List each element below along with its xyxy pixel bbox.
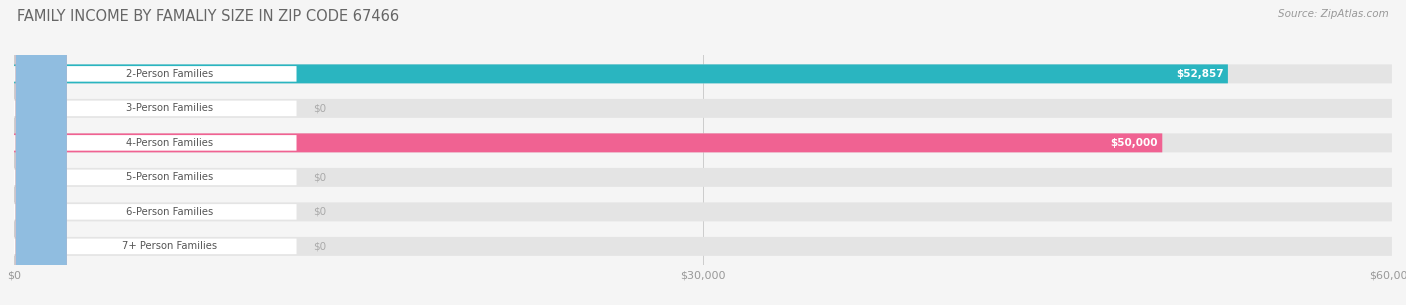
Circle shape	[17, 0, 66, 305]
FancyBboxPatch shape	[14, 133, 1163, 152]
Text: 4-Person Families: 4-Person Families	[127, 138, 212, 148]
Circle shape	[17, 0, 66, 305]
Text: 7+ Person Families: 7+ Person Families	[122, 241, 217, 251]
FancyBboxPatch shape	[14, 239, 297, 254]
FancyBboxPatch shape	[14, 101, 297, 116]
Circle shape	[17, 0, 66, 305]
FancyBboxPatch shape	[14, 204, 297, 220]
Text: $0: $0	[314, 207, 326, 217]
Text: $50,000: $50,000	[1111, 138, 1159, 148]
Text: $0: $0	[314, 103, 326, 113]
FancyBboxPatch shape	[14, 66, 297, 82]
FancyBboxPatch shape	[14, 64, 1227, 83]
FancyBboxPatch shape	[14, 99, 1392, 118]
Text: $0: $0	[314, 172, 326, 182]
FancyBboxPatch shape	[14, 203, 1392, 221]
Text: 2-Person Families: 2-Person Families	[125, 69, 214, 79]
FancyBboxPatch shape	[14, 237, 1392, 256]
Text: 3-Person Families: 3-Person Families	[127, 103, 212, 113]
FancyBboxPatch shape	[14, 168, 1392, 187]
FancyBboxPatch shape	[14, 133, 1392, 152]
Text: Source: ZipAtlas.com: Source: ZipAtlas.com	[1278, 9, 1389, 19]
Text: 6-Person Families: 6-Person Families	[125, 207, 214, 217]
FancyBboxPatch shape	[14, 170, 297, 185]
Text: FAMILY INCOME BY FAMALIY SIZE IN ZIP CODE 67466: FAMILY INCOME BY FAMALIY SIZE IN ZIP COD…	[17, 9, 399, 24]
Text: $52,857: $52,857	[1177, 69, 1223, 79]
Text: $0: $0	[314, 241, 326, 251]
FancyBboxPatch shape	[14, 135, 297, 151]
Circle shape	[17, 0, 66, 305]
Circle shape	[17, 0, 66, 305]
Circle shape	[17, 0, 66, 305]
FancyBboxPatch shape	[14, 64, 1392, 83]
Text: 5-Person Families: 5-Person Families	[125, 172, 214, 182]
